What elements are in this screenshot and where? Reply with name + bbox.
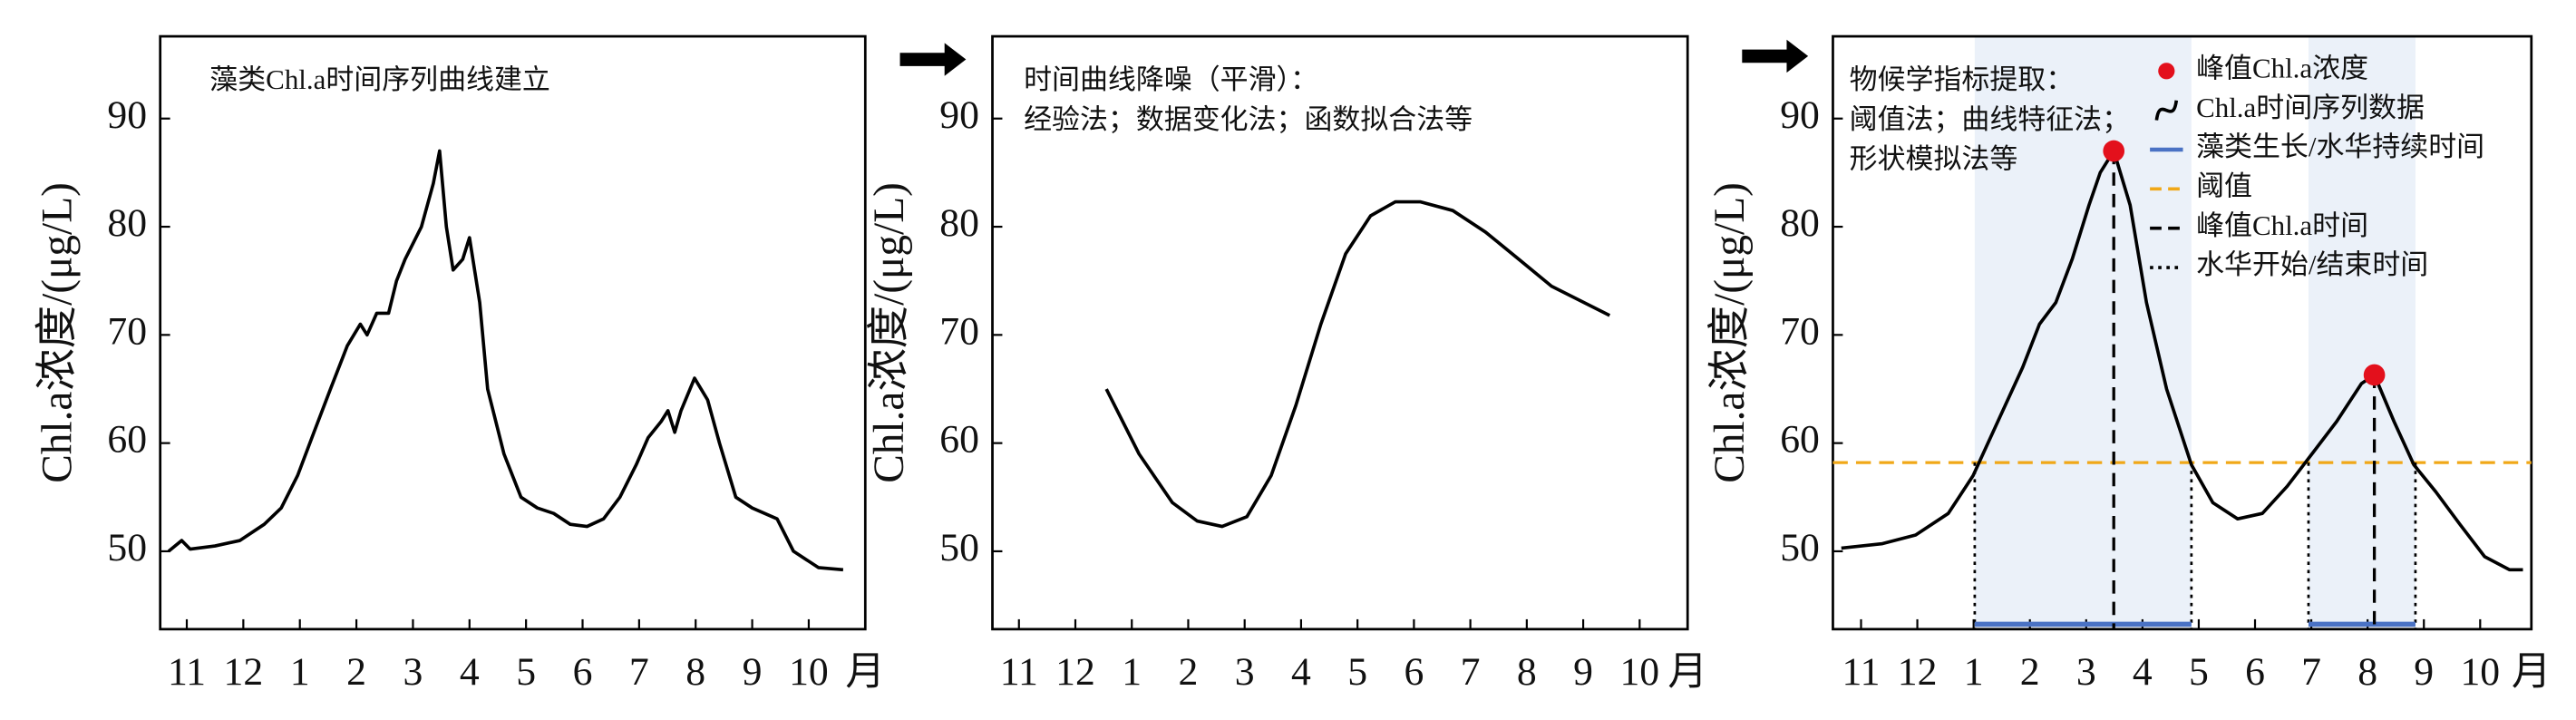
- x-tick-label: 9: [743, 650, 763, 694]
- x-tick-label: 11: [1842, 650, 1880, 694]
- x-tick-label: 1: [1964, 650, 1984, 694]
- annotation: 经验法；数据变化法；函数拟合法等: [1024, 103, 1473, 135]
- x-tick-label: 4: [1291, 650, 1311, 694]
- x-tick-label: 6: [1404, 650, 1424, 694]
- y-tick-label: 70: [939, 309, 979, 353]
- annotation: 阈值法；曲线特征法；: [1850, 103, 2130, 135]
- x-tick-label: 3: [2076, 650, 2096, 694]
- x-tick-label: 8: [685, 650, 705, 694]
- arrow: [1742, 39, 1809, 73]
- y-tick-label: 90: [1780, 93, 1820, 137]
- legend-label: 阈值: [2196, 170, 2252, 201]
- y-tick-label: 50: [939, 526, 979, 569]
- x-tick-label: 10: [2460, 650, 2500, 694]
- legend-label: 水华开始/结束时间: [2196, 248, 2428, 280]
- arrow: [899, 43, 967, 76]
- x-tick-label: 5: [1347, 650, 1367, 694]
- x-tick-label: 10: [789, 650, 829, 694]
- y-tick-label: 70: [107, 309, 147, 353]
- x-tick-label: 3: [403, 650, 423, 694]
- y-tick-label: 90: [939, 93, 979, 137]
- legend-marker: [2158, 63, 2175, 80]
- series-line: [167, 149, 844, 572]
- legend-label: 峰值Chl.a时间: [2196, 209, 2368, 241]
- x-unit: 月: [2512, 650, 2552, 694]
- x-tick-label: 7: [629, 650, 649, 694]
- y-axis-label: Chl.a浓度/(μg/L): [1706, 182, 1754, 483]
- y-tick-label: 80: [939, 201, 979, 245]
- bloom-shade: [2308, 36, 2416, 629]
- legend-label: 藻类生长/水华持续时间: [2196, 131, 2484, 162]
- y-tick-label: 60: [1780, 418, 1820, 462]
- plot-frame: [159, 34, 867, 631]
- x-tick-label: 2: [346, 650, 366, 694]
- series-line: [1104, 199, 1611, 529]
- y-tick-label: 80: [1780, 201, 1820, 245]
- plot-frame: [991, 34, 1689, 631]
- annotation: 藻类Chl.a时间序列曲线建立: [209, 63, 550, 95]
- x-tick-label: 9: [2414, 650, 2434, 694]
- x-tick-label: 8: [2357, 650, 2377, 694]
- y-tick-label: 90: [107, 93, 147, 137]
- x-tick-label: 2: [2020, 650, 2040, 694]
- x-unit: 月: [845, 650, 885, 694]
- x-tick-label: 5: [2189, 650, 2209, 694]
- x-tick-label: 8: [1517, 650, 1537, 694]
- x-tick-label: 12: [224, 650, 264, 694]
- x-unit: 月: [1667, 650, 1707, 694]
- y-axis-label: Chl.a浓度/(μg/L): [866, 182, 913, 483]
- annotation: 形状模拟法等: [1850, 143, 2018, 175]
- x-tick-label: 2: [1179, 650, 1199, 694]
- x-tick-label: 12: [1055, 650, 1095, 694]
- legend-label: Chl.a时间序列数据: [2196, 92, 2425, 123]
- y-axis-label: Chl.a浓度/(μg/L): [34, 182, 81, 483]
- x-tick-label: 7: [2301, 650, 2321, 694]
- legend-label: 峰值Chl.a浓度: [2196, 52, 2368, 83]
- x-tick-label: 6: [2245, 650, 2265, 694]
- y-tick-label: 80: [107, 201, 147, 245]
- x-tick-label: 11: [1000, 650, 1038, 694]
- x-tick-label: 4: [460, 650, 480, 694]
- x-tick-label: 1: [1122, 650, 1142, 694]
- y-tick-label: 70: [1780, 309, 1820, 353]
- x-tick-label: 10: [1619, 650, 1659, 694]
- bloom-shade: [1974, 36, 2192, 629]
- x-tick-label: 7: [1461, 650, 1481, 694]
- y-tick-label: 50: [1780, 526, 1820, 569]
- x-tick-label: 6: [573, 650, 593, 694]
- x-tick-label: 12: [1898, 650, 1938, 694]
- series-line: [1841, 149, 2523, 572]
- y-tick-label: 60: [939, 418, 979, 462]
- y-tick-label: 60: [107, 418, 147, 462]
- peak-marker: [2103, 140, 2125, 162]
- legend-marker: [2154, 100, 2179, 121]
- annotation: 物候学指标提取：: [1850, 63, 2075, 95]
- x-tick-label: 9: [1573, 650, 1593, 694]
- x-tick-label: 3: [1235, 650, 1255, 694]
- x-tick-label: 1: [290, 650, 310, 694]
- x-tick-label: 11: [168, 650, 206, 694]
- peak-marker: [2363, 364, 2386, 386]
- x-tick-label: 5: [516, 650, 536, 694]
- annotation: 时间曲线降噪（平滑）：: [1024, 63, 1318, 95]
- y-tick-label: 50: [107, 526, 147, 569]
- plot-frame: [1832, 34, 2533, 631]
- x-tick-label: 4: [2133, 650, 2153, 694]
